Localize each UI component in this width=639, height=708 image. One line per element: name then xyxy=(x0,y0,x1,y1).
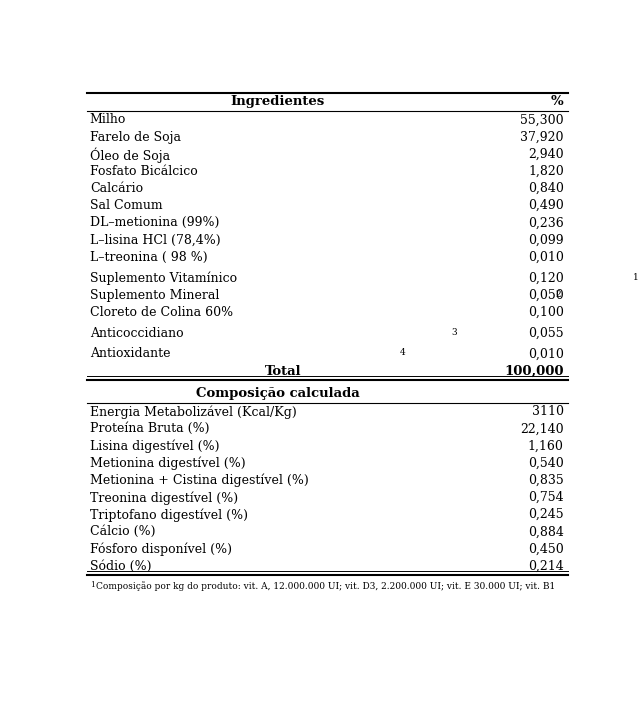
Text: 0,100: 0,100 xyxy=(528,306,564,319)
Text: 0,214: 0,214 xyxy=(528,560,564,573)
Text: 0,540: 0,540 xyxy=(528,457,564,469)
Text: 1,820: 1,820 xyxy=(528,165,564,178)
Text: 0,120: 0,120 xyxy=(528,271,564,285)
Text: Lisina digestível (%): Lisina digestível (%) xyxy=(89,440,219,453)
Text: 3: 3 xyxy=(452,328,458,337)
Text: Cálcio (%): Cálcio (%) xyxy=(89,525,155,538)
Text: %: % xyxy=(551,96,564,108)
Text: Milho: Milho xyxy=(89,113,126,126)
Text: 0,840: 0,840 xyxy=(528,182,564,195)
Text: Sódio (%): Sódio (%) xyxy=(89,560,151,573)
Text: Metionina digestível (%): Metionina digestível (%) xyxy=(89,457,245,470)
Text: 22,140: 22,140 xyxy=(520,423,564,435)
Text: Composição por kg do produto: vit. A, 12.000.000 UI; vit. D3, 2.200.000 UI; vit.: Composição por kg do produto: vit. A, 12… xyxy=(96,581,555,591)
Text: Suplemento Mineral: Suplemento Mineral xyxy=(89,289,219,302)
Text: DL–metionina (99%): DL–metionina (99%) xyxy=(89,217,219,229)
Text: L–lisina HCl (78,4%): L–lisina HCl (78,4%) xyxy=(89,234,220,246)
Text: 0,236: 0,236 xyxy=(528,217,564,229)
Text: Óleo de Soja: Óleo de Soja xyxy=(89,148,170,164)
Text: 0,884: 0,884 xyxy=(528,525,564,538)
Text: 3110: 3110 xyxy=(532,405,564,418)
Text: Antioxidante: Antioxidante xyxy=(89,348,170,360)
Text: 2: 2 xyxy=(555,290,560,299)
Text: 37,920: 37,920 xyxy=(520,130,564,144)
Text: 0,010: 0,010 xyxy=(528,348,564,360)
Text: Fósforo disponível (%): Fósforo disponível (%) xyxy=(89,542,232,556)
Text: Composição calculada: Composição calculada xyxy=(196,387,360,400)
Text: Triptofano digestível (%): Triptofano digestível (%) xyxy=(89,508,248,522)
Text: Metionina + Cistina digestível (%): Metionina + Cistina digestível (%) xyxy=(89,474,309,487)
Text: Sal Comum: Sal Comum xyxy=(89,199,162,212)
Text: 0,010: 0,010 xyxy=(528,251,564,263)
Text: 1,160: 1,160 xyxy=(528,440,564,452)
Text: Suplemento Vitamínico: Suplemento Vitamínico xyxy=(89,271,237,285)
Text: 0,050: 0,050 xyxy=(528,289,564,302)
Text: Treonina digestível (%): Treonina digestível (%) xyxy=(89,491,238,505)
Text: 0,835: 0,835 xyxy=(528,474,564,487)
Text: Ingredientes: Ingredientes xyxy=(231,96,325,108)
Text: Cloreto de Colina 60%: Cloreto de Colina 60% xyxy=(89,306,233,319)
Text: Fosfato Bicálcico: Fosfato Bicálcico xyxy=(89,165,197,178)
Text: Calcário: Calcário xyxy=(89,182,143,195)
Text: 2,940: 2,940 xyxy=(528,148,564,161)
Text: Energia Metabolizável (Kcal/Kg): Energia Metabolizável (Kcal/Kg) xyxy=(89,405,296,418)
Text: Anticoccidiano: Anticoccidiano xyxy=(89,326,183,340)
Text: Total: Total xyxy=(265,365,301,377)
Text: 0,490: 0,490 xyxy=(528,199,564,212)
Text: 0,754: 0,754 xyxy=(528,491,564,504)
Text: 4: 4 xyxy=(400,348,406,358)
Text: 55,300: 55,300 xyxy=(520,113,564,126)
Text: 1: 1 xyxy=(89,581,95,589)
Text: L–treonina ( 98 %): L–treonina ( 98 %) xyxy=(89,251,208,263)
Text: 0,055: 0,055 xyxy=(528,326,564,340)
Text: Farelo de Soja: Farelo de Soja xyxy=(89,130,181,144)
Text: 1: 1 xyxy=(633,273,638,282)
Text: 0,245: 0,245 xyxy=(528,508,564,521)
Text: 0,099: 0,099 xyxy=(528,234,564,246)
Text: Proteína Bruta (%): Proteína Bruta (%) xyxy=(89,423,210,435)
Text: 100,000: 100,000 xyxy=(504,365,564,377)
Text: 0,450: 0,450 xyxy=(528,542,564,556)
